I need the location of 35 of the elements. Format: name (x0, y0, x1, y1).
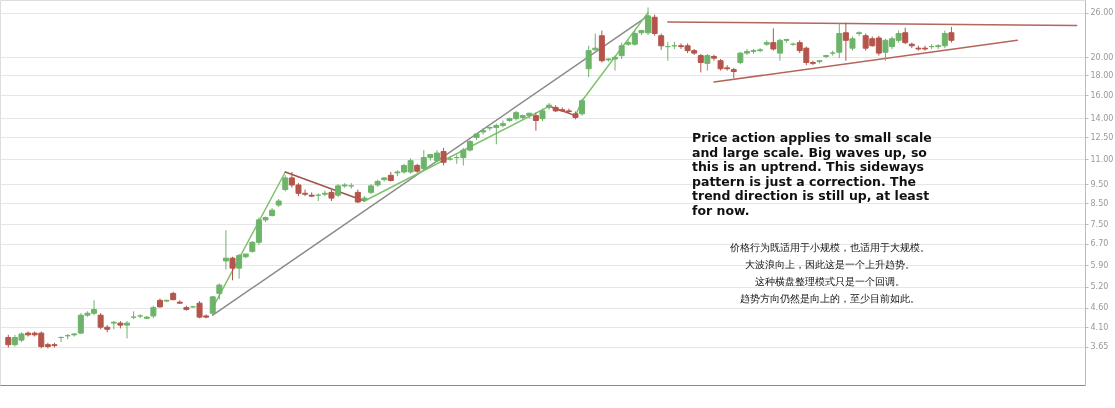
y-tick-label: 5.20 (1090, 282, 1109, 292)
y-tick-label: 9.50 (1090, 179, 1109, 189)
annotation: 价格行为既适用于小规模，也适用于大规模。 (729, 242, 930, 253)
y-tick-label: 20.00 (1090, 52, 1114, 62)
candlestick (856, 30, 863, 37)
y-tick-label: 11.00 (1090, 154, 1114, 164)
annotation: 这种横盘整理模式只是一个回调。 (755, 276, 905, 287)
annotation: 大波浪向上，因此这是一个上升趋势。 (745, 259, 915, 270)
y-tick-label: 8.50 (1090, 198, 1109, 208)
candlestick (546, 102, 553, 111)
candlestick (480, 127, 487, 136)
candlestick (124, 320, 131, 339)
y-tick-label: 12.50 (1090, 132, 1114, 142)
candlestick (697, 53, 704, 73)
y-tick-label: 6.70 (1090, 239, 1109, 249)
annotation: 趋势方向仍然是向上的，至少目前如此。 (740, 293, 920, 304)
candlestick (222, 229, 229, 271)
y-tick-label: 4.10 (1090, 322, 1109, 332)
y-tick-label: 4.60 (1090, 303, 1109, 313)
candlestick (710, 54, 717, 62)
y-tick-label: 18.00 (1090, 70, 1114, 80)
candlestick (585, 45, 592, 78)
candlestick (321, 189, 328, 197)
candlestick (651, 14, 658, 37)
y-tick-label: 16.00 (1090, 90, 1114, 100)
y-tick-label: 26.00 (1090, 8, 1114, 18)
y-tick-label: 7.50 (1090, 219, 1109, 229)
candlestick (532, 112, 539, 132)
candlestick (770, 27, 777, 52)
y-tick-label: 5.90 (1090, 260, 1109, 270)
candlestick (209, 295, 216, 316)
y-tick-label: 3.65 (1090, 342, 1109, 352)
y-tick-label: 14.00 (1090, 113, 1114, 123)
candlestick (842, 22, 849, 62)
annotation: Price action applies to small scale and large scale. Big waves up, so this is an uptrend. This sideways pattern is just a correction. The trend direction is still up, at least for now. (692, 130, 932, 218)
